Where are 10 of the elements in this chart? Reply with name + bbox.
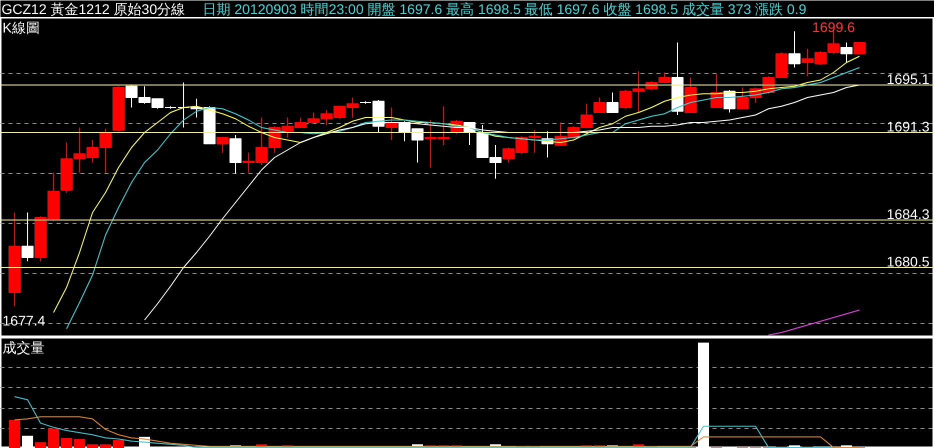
annotation: K線圖: [2, 20, 40, 36]
annotation: 1677.4: [2, 312, 46, 328]
chart-subtitle: 日期 20120903 時間23:00 開盤 1697.6 最高 1698.5 最低 1697.6 收盤 1698.5 成交量 373 漲跌 0.9: [202, 1, 807, 17]
chart-title: GCZ12 黃金1212 原始30分線: [2, 1, 186, 17]
ref-line-label: 1695.1: [886, 71, 930, 87]
ref-line-label: 1684.3: [886, 206, 930, 222]
annotation: 1699.6: [812, 18, 856, 35]
ref-line-label: 1680.5: [886, 254, 930, 270]
chart-title: 成交量: [2, 340, 44, 356]
ref-line-label: 1691.3: [886, 118, 930, 134]
